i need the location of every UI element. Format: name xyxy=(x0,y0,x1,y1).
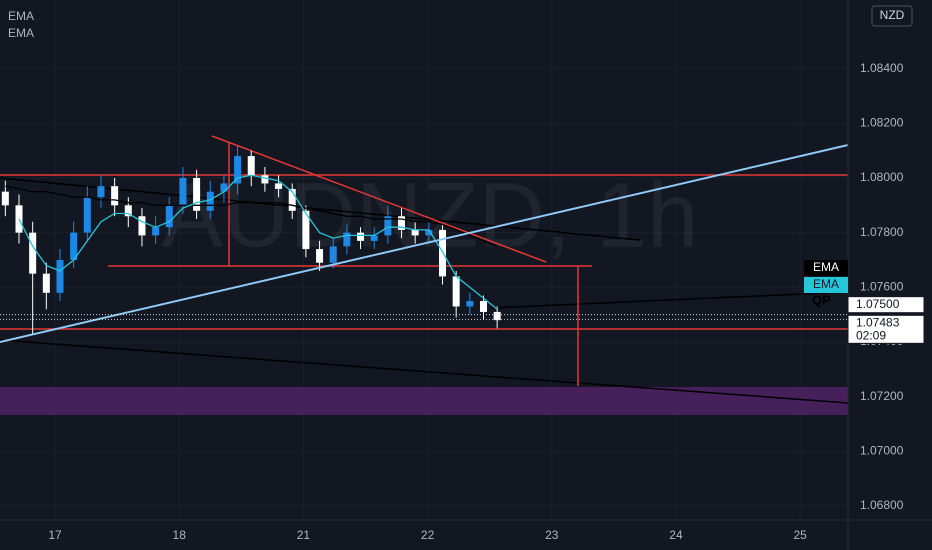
candle-body xyxy=(329,246,337,263)
drawings xyxy=(0,135,849,404)
price-tag-label: 1.07483 xyxy=(856,315,900,329)
candle-body xyxy=(179,177,187,206)
candle-body xyxy=(316,249,324,263)
x-tick-label: 17 xyxy=(48,528,62,542)
x-tick-label: 21 xyxy=(297,528,311,542)
candle-body xyxy=(425,229,433,236)
candle-body xyxy=(357,232,365,241)
candle-body xyxy=(1,191,9,206)
legend-entry: EMA xyxy=(8,26,34,40)
candle-body xyxy=(56,260,64,293)
candle-body xyxy=(452,276,460,307)
price-tag-label: 1.07500 xyxy=(856,297,900,311)
candle-body xyxy=(111,186,119,206)
ema-tag-label: EMA xyxy=(813,260,839,274)
candle-body xyxy=(70,232,78,260)
candle-body xyxy=(466,301,474,307)
price-tag xyxy=(847,296,925,314)
candle-body xyxy=(138,216,146,236)
tag-text: QP xyxy=(812,292,831,307)
y-tick-label: 1.08400 xyxy=(860,61,904,75)
candle-body xyxy=(411,229,419,236)
legend-entry: EMA xyxy=(8,9,34,23)
resistance-line xyxy=(211,135,547,263)
currency-box[interactable] xyxy=(871,5,913,27)
candle-body xyxy=(83,197,91,233)
trend-line xyxy=(489,291,849,309)
candle-body xyxy=(398,216,406,230)
candle-body xyxy=(193,177,201,211)
currency[interactable]: NZD xyxy=(880,8,905,22)
y-tick-label: 1.06800 xyxy=(860,498,904,512)
support-line xyxy=(0,144,849,343)
candle-body xyxy=(29,232,37,274)
ema-tag xyxy=(804,260,848,276)
candle-body xyxy=(97,186,105,198)
candle-body xyxy=(479,301,487,312)
candle-body xyxy=(42,273,50,293)
candle-body xyxy=(343,232,351,247)
candle-body xyxy=(370,235,378,241)
candle-body xyxy=(275,183,283,189)
x-tick-label: 24 xyxy=(669,528,683,542)
plot xyxy=(1,145,501,334)
y-tick-label: 1.08200 xyxy=(860,115,904,129)
y-tick-label: 1.07000 xyxy=(860,444,904,458)
countdown: 02:09 xyxy=(856,328,886,342)
ema-line xyxy=(18,174,498,310)
ema-tag xyxy=(804,277,848,293)
x-tick-label: 25 xyxy=(794,528,808,542)
y-tick-label: 1.07800 xyxy=(860,225,904,239)
candle-body xyxy=(15,205,23,233)
trend-line xyxy=(0,177,641,241)
price-tag xyxy=(847,314,925,344)
candle-body xyxy=(302,210,310,250)
candle-body xyxy=(439,229,447,277)
candle-body xyxy=(261,175,269,184)
trend-line xyxy=(0,339,849,404)
candle-body xyxy=(152,227,160,236)
ema-tag-label: EMA xyxy=(813,277,839,291)
y-tick-label: 1.07600 xyxy=(860,280,904,294)
x-tick-label: 23 xyxy=(545,528,559,542)
candle-body xyxy=(124,205,132,217)
candle-body xyxy=(493,311,501,321)
zone xyxy=(0,387,848,415)
y-tick-label: 1.07200 xyxy=(860,389,904,403)
candle-body xyxy=(288,188,296,211)
candle-body xyxy=(165,205,173,228)
candle-body xyxy=(206,191,214,211)
x-tick-label: 18 xyxy=(173,528,187,542)
watermark: AUDNZD, 1h xyxy=(162,164,699,266)
candle-body xyxy=(247,156,255,176)
candle-body xyxy=(384,216,392,236)
y-tick-label: 1.08000 xyxy=(860,170,904,184)
ema-line xyxy=(5,185,498,247)
candle-body xyxy=(234,156,242,184)
candle-body xyxy=(220,183,228,192)
x-tick-label: 22 xyxy=(421,528,435,542)
